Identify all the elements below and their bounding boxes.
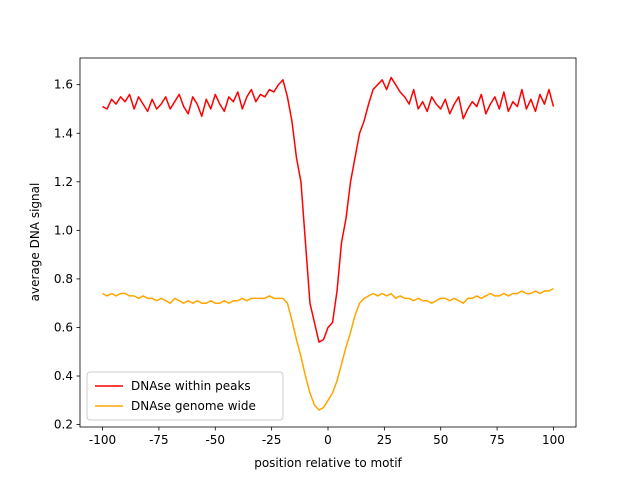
y-tick-label: 1.0 [54,223,73,237]
x-axis-label: position relative to motif [254,456,402,470]
x-tick-label: -25 [262,433,282,447]
x-tick-label: -50 [205,433,225,447]
legend-label: DNAse genome wide [131,399,256,413]
x-tick-label: -100 [89,433,116,447]
line-series [102,287,554,411]
x-tick-label: 25 [377,433,392,447]
x-tick-label: -75 [149,433,169,447]
y-tick-label: 0.8 [54,272,73,286]
x-tick-label: 75 [489,433,504,447]
y-tick-label: 1.6 [54,78,73,92]
legend-label: DNAse within peaks [131,379,251,393]
legend-box [86,371,284,421]
y-tick-label: 0.6 [54,320,73,334]
plot-frame [79,57,577,428]
y-tick-label: 1.4 [54,126,73,140]
x-tick-label: 0 [324,433,332,447]
line-series [102,76,555,343]
y-tick-label: 0.4 [54,369,73,383]
y-tick-label: 0.2 [54,418,73,432]
x-tick-label: 100 [542,433,565,447]
x-tick-label: 50 [433,433,448,447]
y-tick-label: 1.2 [54,175,73,189]
y-axis-label: average DNA signal [28,183,42,302]
